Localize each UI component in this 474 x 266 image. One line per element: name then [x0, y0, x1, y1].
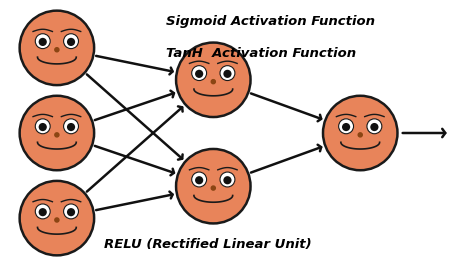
Ellipse shape	[342, 123, 350, 131]
Ellipse shape	[191, 66, 207, 81]
Ellipse shape	[223, 176, 231, 184]
Ellipse shape	[67, 208, 75, 216]
Ellipse shape	[19, 96, 94, 170]
Ellipse shape	[39, 123, 47, 131]
Text: RELU (Rectified Linear Unit): RELU (Rectified Linear Unit)	[104, 238, 312, 251]
Ellipse shape	[211, 186, 215, 190]
Ellipse shape	[191, 172, 207, 187]
Text: Sigmoid Activation Function: Sigmoid Activation Function	[166, 15, 375, 28]
Ellipse shape	[220, 172, 235, 187]
Ellipse shape	[55, 218, 59, 222]
Ellipse shape	[195, 70, 203, 78]
Ellipse shape	[195, 176, 203, 184]
Ellipse shape	[176, 149, 251, 223]
Ellipse shape	[367, 119, 382, 134]
Ellipse shape	[19, 11, 94, 85]
Ellipse shape	[338, 119, 354, 134]
Ellipse shape	[64, 34, 79, 49]
Ellipse shape	[19, 181, 94, 255]
Ellipse shape	[64, 204, 79, 219]
Ellipse shape	[211, 80, 215, 84]
Ellipse shape	[370, 123, 378, 131]
Ellipse shape	[67, 123, 75, 131]
Ellipse shape	[220, 66, 235, 81]
Ellipse shape	[55, 48, 59, 52]
Ellipse shape	[39, 38, 47, 46]
Text: TanH  Activation Function: TanH Activation Function	[166, 47, 356, 60]
Ellipse shape	[323, 96, 398, 170]
Ellipse shape	[358, 133, 362, 137]
Ellipse shape	[35, 119, 50, 134]
Ellipse shape	[35, 204, 50, 219]
Ellipse shape	[223, 70, 231, 78]
Ellipse shape	[35, 34, 50, 49]
Ellipse shape	[176, 43, 251, 117]
Ellipse shape	[55, 133, 59, 137]
Ellipse shape	[39, 208, 47, 216]
Ellipse shape	[64, 119, 79, 134]
Ellipse shape	[67, 38, 75, 46]
